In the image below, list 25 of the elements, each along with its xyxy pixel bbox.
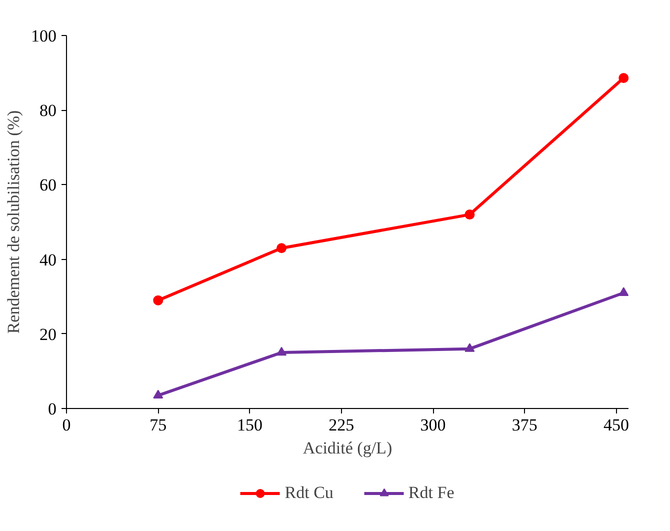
y-tick-label: 60 — [40, 176, 56, 195]
point — [618, 73, 628, 84]
point — [276, 346, 287, 356]
x-tick-label: 150 — [237, 416, 263, 434]
x-tick-label: 300 — [420, 416, 446, 434]
point — [153, 390, 164, 399]
x-tick-label: 450 — [604, 416, 630, 434]
x-axis-title: Acidité (g/L) — [302, 438, 392, 458]
x-tick-label: 75 — [150, 416, 167, 434]
legend-label: Rdt Cu — [284, 482, 334, 502]
legend-label: Rdt Fe — [408, 482, 454, 502]
point — [276, 243, 287, 254]
x-tick-label: 375 — [512, 416, 538, 434]
y-axis-title: Rendement de solubilisation (%) — [4, 110, 23, 334]
point — [464, 343, 475, 352]
y-tick-label: 80 — [40, 101, 56, 120]
y-tick-label: 100 — [31, 26, 56, 46]
x-tick-label: 225 — [328, 416, 354, 434]
point — [618, 287, 628, 296]
point — [153, 295, 164, 306]
y-tick-label: 20 — [40, 324, 56, 344]
x-tick-label: 0 — [62, 416, 71, 434]
point — [464, 210, 475, 220]
y-tick-label: 40 — [40, 250, 56, 270]
y-tick-label: 0 — [48, 400, 56, 418]
